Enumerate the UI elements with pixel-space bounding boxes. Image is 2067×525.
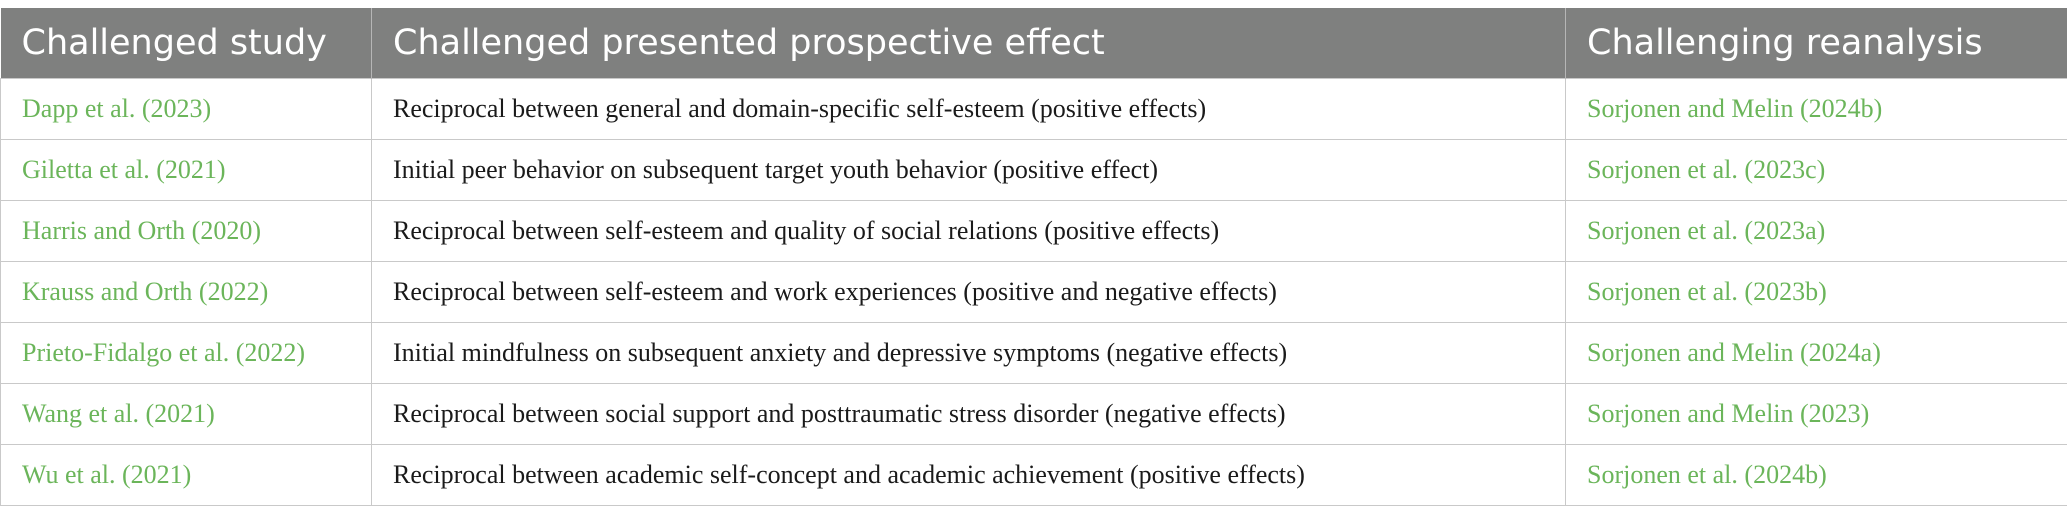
reanalysis-link[interactable]: Sorjonen et al. (2023c)	[1565, 138, 2067, 201]
effect-cell: Reciprocal between academic self-concept…	[371, 443, 1566, 506]
reanalysis-link[interactable]: Sorjonen et al. (2023b)	[1565, 260, 2067, 323]
table-header: Challenged study Challenged presented pr…	[0, 8, 2067, 78]
effect-cell: Reciprocal between general and domain-sp…	[371, 77, 1566, 140]
reanalysis-table: Challenged study Challenged presented pr…	[0, 8, 2067, 506]
table-row: Harris and Orth (2020) Reciprocal betwee…	[0, 199, 2067, 262]
reanalysis-link[interactable]: Sorjonen and Melin (2023)	[1565, 382, 2067, 445]
reanalysis-link[interactable]: Sorjonen and Melin (2024a)	[1565, 321, 2067, 384]
study-link[interactable]: Wang et al. (2021)	[0, 382, 372, 445]
header-challenging-reanalysis: Challenging reanalysis	[1565, 8, 2067, 78]
study-link[interactable]: Harris and Orth (2020)	[0, 199, 372, 262]
study-link[interactable]: Krauss and Orth (2022)	[0, 260, 372, 323]
table-body: Dapp et al. (2023) Reciprocal between ge…	[0, 77, 2067, 506]
table-row: Wang et al. (2021) Reciprocal between so…	[0, 382, 2067, 445]
table-row: Giletta et al. (2021) Initial peer behav…	[0, 138, 2067, 201]
study-link[interactable]: Prieto-Fidalgo et al. (2022)	[0, 321, 372, 384]
study-link[interactable]: Dapp et al. (2023)	[0, 77, 372, 140]
header-challenged-effect: Challenged presented prospective effect	[371, 8, 1566, 78]
study-link[interactable]: Giletta et al. (2021)	[0, 138, 372, 201]
table-row: Dapp et al. (2023) Reciprocal between ge…	[0, 77, 2067, 140]
effect-cell: Reciprocal between social support and po…	[371, 382, 1566, 445]
reanalysis-link[interactable]: Sorjonen and Melin (2024b)	[1565, 77, 2067, 140]
reanalysis-link[interactable]: Sorjonen et al. (2023a)	[1565, 199, 2067, 262]
effect-cell: Reciprocal between self-esteem and quali…	[371, 199, 1566, 262]
table-row: Krauss and Orth (2022) Reciprocal betwee…	[0, 260, 2067, 323]
reanalysis-link[interactable]: Sorjonen et al. (2024b)	[1565, 443, 2067, 506]
table-row: Wu et al. (2021) Reciprocal between acad…	[0, 443, 2067, 506]
header-row: Challenged study Challenged presented pr…	[0, 8, 2067, 78]
study-link[interactable]: Wu et al. (2021)	[0, 443, 372, 506]
table-row: Prieto-Fidalgo et al. (2022) Initial min…	[0, 321, 2067, 384]
effect-cell: Reciprocal between self-esteem and work …	[371, 260, 1566, 323]
effect-cell: Initial mindfulness on subsequent anxiet…	[371, 321, 1566, 384]
reanalysis-table-container: Challenged study Challenged presented pr…	[0, 8, 2067, 506]
header-challenged-study: Challenged study	[21, 22, 327, 63]
effect-cell: Initial peer behavior on subsequent targ…	[371, 138, 1566, 201]
